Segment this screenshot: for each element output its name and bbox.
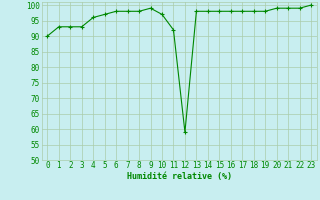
X-axis label: Humidité relative (%): Humidité relative (%) (127, 172, 232, 181)
